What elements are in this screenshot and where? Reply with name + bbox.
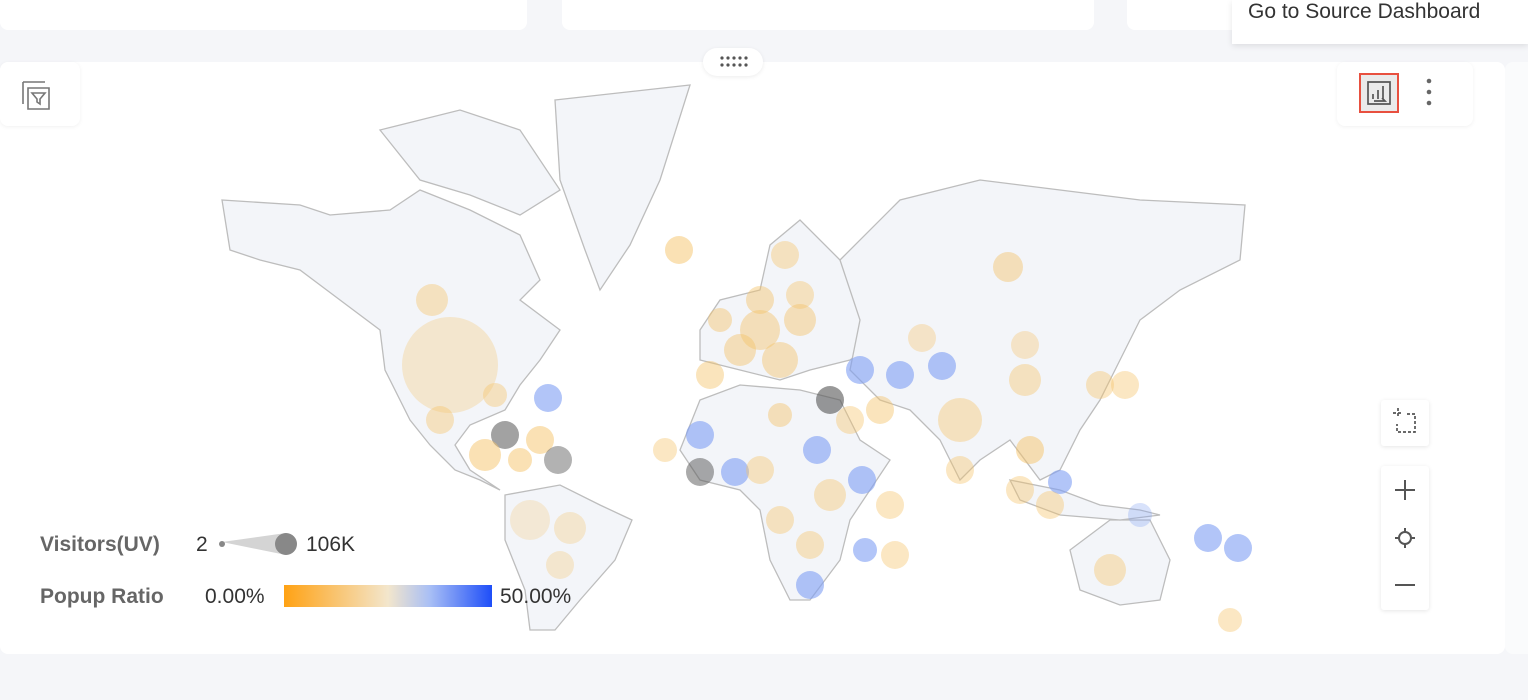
bubble [908,324,936,352]
bubble [708,308,732,332]
bubble [928,352,956,380]
bubble [724,334,756,366]
bubble [1036,491,1064,519]
zoom-in[interactable] [1395,480,1415,500]
bubble [1086,371,1114,399]
filter-button[interactable] [0,62,80,126]
indonesia [1008,479,1161,521]
bubble [1224,534,1252,562]
greenland [554,84,691,292]
top-card [0,0,527,30]
bubble [786,281,814,309]
bubble [402,317,498,413]
bubble [665,236,693,264]
bubble [526,426,554,454]
size-legend-glyph [219,533,297,555]
bubble [816,386,844,414]
filter-icon [22,81,50,110]
size-legend-min: 2 [196,533,208,556]
bubble [491,421,519,449]
bubble [866,396,894,424]
bubble [1111,371,1139,399]
more-button[interactable] [1421,76,1437,112]
bubble [1048,470,1072,494]
bubble [766,506,794,534]
dashboard-icon [1367,81,1391,105]
drag-icon [720,56,748,67]
bubble [796,571,824,599]
bubble [416,284,448,316]
color-legend-title: Popup Ratio [40,585,164,608]
top-card [562,0,1094,30]
north-america [221,189,561,491]
bubble [483,383,507,407]
bubble [803,436,831,464]
tooltip: Go to Source Dashboard [1232,0,1528,44]
bubble [510,500,550,540]
bubble [696,361,724,389]
canada-islands [378,109,561,216]
bubble [876,491,904,519]
top-card [1127,0,1247,30]
bubble [469,439,501,471]
bubble [546,551,574,579]
bubble [768,403,792,427]
bubble [721,458,749,486]
bubble [534,384,562,412]
bubble [938,398,982,442]
bubble [881,541,909,569]
bubble [886,361,914,389]
bubble [554,512,586,544]
bubble [848,466,876,494]
continents [221,84,1246,631]
tooltip-text: Go to Source Dashboard [1248,0,1481,23]
bubble [1094,554,1126,586]
bubble [686,458,714,486]
bubble [814,479,846,511]
bubble [746,456,774,484]
bubble [740,310,780,350]
bubble [836,406,864,434]
color-legend-bar [284,585,492,607]
bubble [1194,524,1222,552]
side-card [1505,62,1528,654]
bubble [746,286,774,314]
bubble [1128,503,1152,527]
size-legend-title: Visitors(UV) [40,533,160,556]
bubble [762,342,798,378]
bubble [1009,364,1041,396]
bubble [544,446,572,474]
bubble [426,406,454,434]
bubble [653,438,677,462]
size-legend-max: 106K [306,533,356,556]
south-america [504,484,633,631]
bubble [1011,331,1039,359]
bubble [784,304,816,336]
bubble [686,421,714,449]
bubble [1218,608,1242,632]
bubble [508,448,532,472]
bubble [796,531,824,559]
bubble [771,241,799,269]
bubble [993,252,1023,282]
bubble [1006,476,1034,504]
locate[interactable] [1395,528,1415,548]
box-select-button[interactable] [1381,400,1429,446]
bubble [853,538,877,562]
bubbles [402,236,1252,632]
drag-handle[interactable] [703,48,763,76]
asia [839,179,1246,482]
source-dashboard-button[interactable] [1359,73,1399,113]
zoom-icons [1395,480,1415,586]
color-legend-min: 0.00% [205,585,265,608]
box-select-icon [1393,408,1416,433]
bubble [846,356,874,384]
toolbar [1337,62,1473,126]
zoom-controls [1381,466,1429,610]
bubble [946,456,974,484]
bubble [1016,436,1044,464]
color-legend-max: 50.00% [500,585,572,608]
